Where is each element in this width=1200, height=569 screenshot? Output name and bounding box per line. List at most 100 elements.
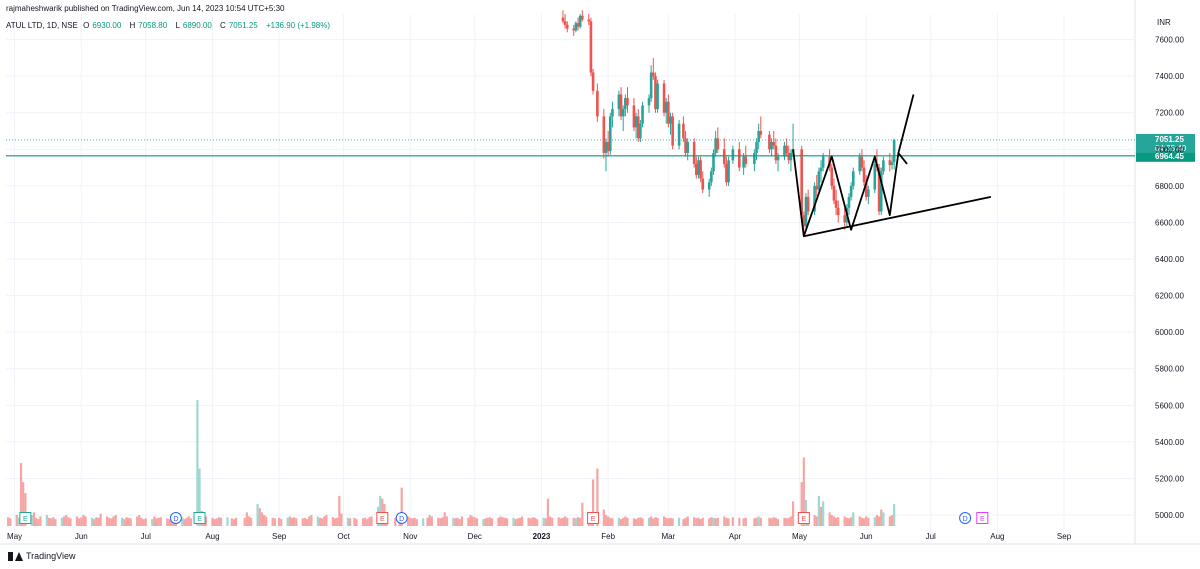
volume-bar [407,516,410,526]
candle-body [662,83,666,113]
volume-bar [75,516,79,526]
volume-bar [413,517,416,526]
volume-bar [817,495,820,526]
x-tick-label: Mar [661,532,675,541]
volume-bar [333,518,337,526]
candle-body [647,98,651,106]
candle-body [664,101,668,113]
volume-bar [744,517,747,526]
volume-bar [626,517,629,526]
volume-bar [316,516,319,526]
volume-bar [634,519,638,526]
volume-bar [862,518,866,526]
candle-body [862,167,866,183]
volume-bar [112,516,115,526]
price-axis[interactable]: INR 5000.00 5200.00 5400.00 5600.00 5800.00 60… [1155,18,1184,520]
x-tick-label: Nov [403,532,417,541]
event-marker-label: D [399,516,404,523]
volume-bar [219,517,223,526]
volume-bar [867,517,870,526]
volume-bar [258,508,261,526]
volume-bar [858,516,861,526]
volume-bar [428,515,431,526]
drawings[interactable] [792,94,992,238]
candle-body [858,156,862,172]
time-axis[interactable]: May Jun Jul Aug Sep Oct Nov Dec 2023 Feb Mar Apr May… [7,532,1072,541]
volume-bar [843,516,846,526]
volume-bar [185,517,188,526]
y-tick-label: 5600.00 [1155,401,1184,410]
volume-bar [226,517,229,526]
candle-body [695,163,698,175]
volume-bar [714,518,717,526]
candle-body [701,178,705,190]
volume-bar [24,493,27,526]
volume-bar [888,516,891,526]
y-tick-label: 6800.00 [1155,182,1184,191]
y-tick-label: 6200.00 [1155,292,1184,301]
volume-bar [441,517,444,526]
volume-bar [288,516,291,526]
volume-bar [834,517,838,526]
tradingview-brand[interactable]: TradingView [8,551,76,561]
volume-bar [877,516,881,526]
volume-bar [850,517,853,526]
volume-bar [456,517,459,526]
candle-body [738,149,741,168]
y-tick-label: 6000.00 [1155,328,1184,337]
volume-bar [667,518,670,526]
volume-bar [813,515,816,526]
volume-bar [247,516,251,526]
volume-bar [639,517,642,526]
candle-body [802,215,806,227]
volume-bar [136,516,139,526]
volume-bar [47,517,51,526]
earnings-marker-icon [976,512,989,524]
volume-bar [235,517,238,526]
volume-bar [325,515,328,526]
volume-bar [265,516,268,526]
volume-bar [471,516,474,526]
candle-body [819,167,823,172]
candle-body [716,138,720,150]
candle-body [821,156,825,168]
candle-body [774,145,778,161]
volume-bar [611,518,614,526]
candle-body [624,98,627,110]
volume-bar [776,519,780,526]
volume-bar [738,517,741,526]
volume-bar [847,518,851,526]
volume-bar [308,516,311,526]
volume-bar [787,517,790,526]
volume-bar [512,517,515,526]
volume-bar [701,517,704,526]
volume-bar [486,517,489,526]
y-tick-label: 7000.00 [1155,145,1184,154]
volume-bar [52,517,55,526]
candle-body [656,83,659,110]
candle-body [621,109,625,117]
volume-bar [280,519,283,526]
earnings-marker-icon [376,512,389,524]
candle-body [634,116,638,128]
event-marker-label: D [173,516,178,523]
candle-body [636,116,640,139]
volume-bar [243,517,246,526]
brand-name: TradingView [26,551,76,561]
volume-bar [677,517,681,526]
volume-bar [409,517,412,526]
event-marker-label: E [380,516,385,523]
volume-bar [114,515,117,526]
volume-bar [368,517,371,526]
volume-bar [303,517,307,526]
y-tick-label: 5400.00 [1155,438,1184,447]
y-tick-label: 7400.00 [1155,72,1184,81]
last-price-tag [1136,133,1195,153]
volume-bar [484,518,487,526]
candle-body [836,207,840,216]
candle-body [632,105,636,128]
publisher-line: rajmaheshwarik published on TradingView.… [6,4,285,13]
